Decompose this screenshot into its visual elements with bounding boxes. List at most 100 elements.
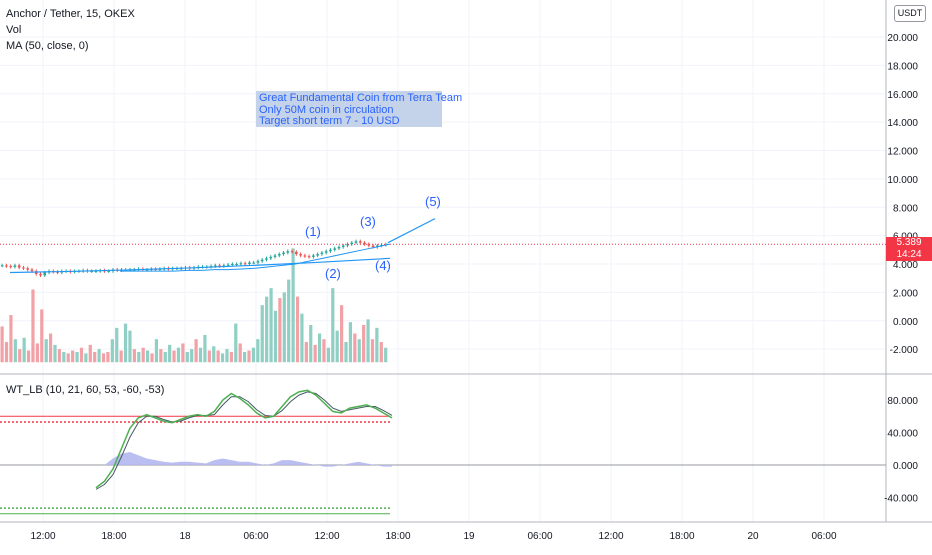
volume-bar — [295, 296, 300, 363]
candle-body — [277, 254, 281, 256]
volume-bar — [75, 351, 79, 363]
volume-bar — [115, 327, 119, 363]
wave-label-3[interactable]: (3) — [360, 214, 376, 229]
volume-bar — [88, 344, 92, 363]
candle-body — [295, 251, 298, 255]
price-tick-label: 4.000 — [893, 260, 918, 271]
volume-bar — [110, 339, 114, 363]
candle-body — [260, 259, 264, 262]
ma50-line — [120, 243, 391, 272]
volume-bar — [353, 333, 357, 363]
support-trendline — [9, 257, 391, 274]
candle-body — [333, 248, 337, 250]
volume-bar — [340, 305, 344, 363]
volume-bar — [185, 351, 189, 363]
volume-bar — [190, 349, 194, 363]
volume-bar — [366, 319, 370, 363]
volume-bar — [317, 333, 322, 363]
wave-label-4[interactable]: (4) — [375, 258, 391, 273]
volume-bar — [71, 350, 75, 363]
volume-bar — [137, 351, 141, 363]
candle-body — [312, 255, 315, 257]
candle-body — [354, 241, 358, 243]
candle-body — [22, 267, 25, 269]
volume-bar — [322, 339, 326, 363]
volume-bar — [234, 323, 238, 363]
time-tick-label: 12:00 — [30, 531, 55, 542]
last-price-label: 5.389 — [886, 237, 932, 249]
volume-bar — [370, 339, 375, 363]
symbol-legend[interactable]: Anchor / Tether, 15, OKEX — [6, 8, 135, 20]
volume-bar — [220, 353, 225, 363]
candle-body — [380, 244, 383, 246]
price-tick-label: 18.000 — [887, 61, 918, 72]
volume-bar — [203, 334, 207, 363]
volume-legend[interactable]: Vol — [6, 24, 22, 36]
volume-bar — [194, 339, 198, 363]
volume-bar — [287, 279, 291, 363]
volume-bar — [207, 350, 211, 363]
candle-body — [231, 264, 234, 265]
candle-body — [363, 242, 366, 245]
volume-bar — [181, 343, 185, 363]
volume-bar — [97, 349, 101, 363]
wave-label-2[interactable]: (2) — [325, 266, 341, 281]
volume-bar — [159, 349, 163, 363]
wave-label-5[interactable]: (5) — [425, 194, 441, 209]
volume-bar — [0, 326, 4, 363]
candle-body — [243, 263, 247, 265]
volume-bar — [66, 353, 70, 363]
ma-legend[interactable]: MA (50, close, 0) — [6, 40, 89, 52]
indicator-tick-label: 40.000 — [887, 429, 918, 440]
volume-bar — [335, 330, 339, 363]
annotation-line: Great Fundamental Coin from Terra Team — [259, 92, 463, 104]
volume-bar — [57, 349, 62, 363]
volume-bar — [309, 325, 313, 363]
wave-label-1[interactable]: (1) — [305, 224, 321, 239]
time-tick-label: 18:00 — [385, 531, 410, 542]
volume-bar — [13, 339, 17, 363]
volume-bar — [49, 333, 53, 363]
volume-bar — [344, 342, 348, 363]
volume-bar — [243, 351, 247, 363]
volume-bar — [247, 350, 251, 363]
volume-bar — [40, 309, 44, 363]
candle-body — [367, 244, 371, 246]
volume-bar — [132, 349, 136, 363]
wt2-line — [95, 391, 393, 490]
candle-body — [286, 251, 290, 253]
candle-body — [214, 265, 217, 267]
candle-body — [39, 273, 42, 276]
volume-bar — [154, 339, 159, 363]
volume-bar — [238, 343, 242, 363]
candle-body — [307, 256, 311, 258]
volume-bar — [326, 347, 330, 363]
volume-bar — [79, 347, 84, 363]
candle-body — [337, 246, 341, 249]
volume-bar — [62, 351, 66, 363]
volume-bar — [269, 288, 273, 363]
annotation-note[interactable]: Great Fundamental Coin from Terra Team O… — [256, 91, 463, 127]
currency-badge[interactable]: USDT — [894, 5, 926, 22]
candle-body — [17, 265, 21, 268]
volume-bar — [119, 350, 123, 363]
candle-body — [30, 269, 34, 272]
annotation-line: Target short term 7 - 10 USD — [259, 115, 400, 127]
candle-body — [252, 262, 255, 264]
candle-body — [226, 264, 230, 266]
price-tick-label: 10.000 — [887, 175, 918, 186]
candle-body — [239, 263, 243, 265]
time-tick-label: 18:00 — [669, 531, 694, 542]
volume-bar — [278, 298, 282, 363]
volume-bar — [300, 313, 304, 363]
candle-body — [107, 271, 111, 273]
volume-bar — [4, 342, 9, 363]
volume-bar — [35, 343, 39, 363]
price-tick-label: -2.000 — [890, 345, 919, 356]
candle-body — [324, 251, 328, 253]
time-tick-label: 12:00 — [598, 531, 623, 542]
candle-body — [376, 245, 379, 247]
indicator-legend[interactable]: WT_LB (10, 21, 60, 53, -60, -53) — [6, 384, 165, 396]
